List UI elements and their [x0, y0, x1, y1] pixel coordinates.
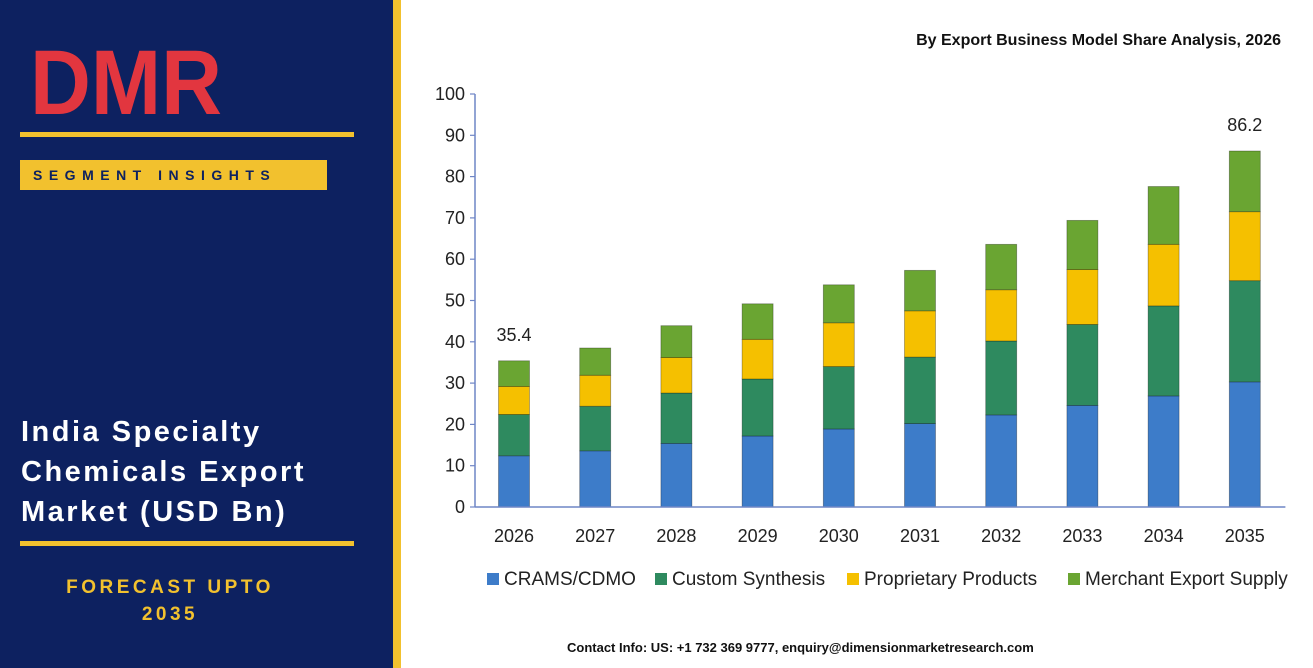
- bar-segment: [1228, 211, 1261, 282]
- bar-total-label: 35.4: [496, 325, 531, 345]
- x-tick-label: 2026: [494, 526, 534, 546]
- x-tick-label: 2027: [575, 526, 615, 546]
- y-tick-label: 30: [445, 373, 465, 393]
- chart-heading: By Export Business Model Share Analysis,…: [916, 32, 1281, 49]
- y-tick-label: 80: [445, 167, 465, 187]
- x-tick-label: 2032: [981, 526, 1021, 546]
- bar-segment: [985, 414, 1018, 508]
- y-tick-label: 70: [445, 208, 465, 228]
- market-title-line: India Specialty: [21, 416, 262, 448]
- bar-segment: [904, 423, 936, 508]
- bar-segment: [985, 289, 1018, 342]
- forecast-year: 2035: [141, 604, 199, 625]
- legend-label: Custom Synthesis: [672, 569, 825, 590]
- bar-segment: [1066, 219, 1099, 270]
- bar-segment: [741, 378, 774, 437]
- y-tick-label: 10: [445, 456, 465, 476]
- y-tick-label: 20: [445, 414, 465, 434]
- bar-segment: [498, 386, 530, 415]
- legend-swatch: [487, 573, 499, 585]
- legend-label: Merchant Export Supply: [1085, 569, 1288, 590]
- bar-segment: [741, 435, 774, 508]
- bar-segment: [1066, 269, 1099, 325]
- y-tick-label: 60: [445, 249, 465, 269]
- bar-segment: [904, 356, 936, 424]
- bar-segment: [579, 347, 612, 376]
- x-tick-label: 2034: [1144, 526, 1184, 546]
- bar-segment: [498, 455, 530, 508]
- bar-segment: [1066, 324, 1099, 406]
- bar-segment: [741, 303, 774, 340]
- x-tick-label: 2030: [819, 526, 859, 546]
- legend-swatch: [1068, 573, 1080, 585]
- x-tick-label: 2028: [656, 526, 696, 546]
- bar-segment: [660, 325, 693, 358]
- bar-segment: [822, 284, 855, 324]
- bar-segment: [904, 310, 936, 358]
- segment-insights-badge: SEGMENT INSIGHTS: [20, 160, 327, 190]
- dmr-logo-text: DMR: [30, 38, 222, 120]
- bar-segment: [1147, 395, 1180, 508]
- bar-segment: [1066, 405, 1099, 508]
- x-tick-label: 2029: [738, 526, 778, 546]
- legend-swatch: [655, 573, 667, 585]
- market-title: India Specialty Chemicals Export Market …: [21, 412, 371, 532]
- market-title-line: Chemicals Export: [21, 456, 306, 488]
- bar-segment: [741, 338, 774, 380]
- bar-segment: [1228, 280, 1261, 383]
- contact-info: Contact Info: US: +1 732 369 9777, enqui…: [567, 640, 1034, 655]
- x-tick-label: 2033: [1062, 526, 1102, 546]
- y-tick-label: 100: [435, 84, 465, 104]
- legend-swatch: [847, 573, 859, 585]
- bar-segment: [660, 392, 693, 444]
- logo-underline: [20, 132, 354, 137]
- bar-segment: [1147, 243, 1180, 307]
- x-tick-label: 2035: [1225, 526, 1265, 546]
- bar-segment: [822, 322, 855, 367]
- y-tick-label: 90: [445, 125, 465, 145]
- x-tick-label: 2031: [900, 526, 940, 546]
- bar-segment: [822, 366, 855, 430]
- market-title-line: Market (USD Bn): [21, 496, 288, 528]
- bar-segment: [822, 428, 855, 508]
- left-panel: DMR SEGMENT INSIGHTS India Specialty Che…: [0, 0, 393, 668]
- bar-segment: [498, 414, 530, 457]
- bar-total-label: 86.2: [1227, 115, 1262, 135]
- legend-label: CRAMS/CDMO: [504, 569, 636, 590]
- bar-segment: [985, 243, 1018, 291]
- bar-segment: [660, 357, 693, 394]
- panel-divider: [393, 0, 401, 668]
- bar-segment: [1228, 150, 1261, 213]
- bar-segment: [985, 340, 1018, 416]
- forecast-label: FORECAST UPTO 2035: [20, 574, 320, 628]
- bar-segment: [498, 360, 530, 387]
- y-tick-label: 40: [445, 332, 465, 352]
- y-tick-label: 0: [455, 497, 465, 517]
- bar-segment: [1228, 381, 1261, 508]
- bar-segment: [904, 269, 936, 312]
- title-underline: [20, 541, 354, 546]
- forecast-line: FORECAST UPTO: [66, 577, 274, 598]
- bar-segment: [579, 374, 612, 407]
- bar-segment: [660, 442, 693, 508]
- bar-segment: [579, 450, 612, 508]
- bar-segment: [579, 405, 612, 452]
- legend-label: Proprietary Products: [864, 569, 1037, 590]
- dmr-logo: DMR: [30, 38, 222, 120]
- y-tick-label: 50: [445, 291, 465, 311]
- bar-segment: [1147, 305, 1180, 397]
- bar-segment: [1147, 186, 1180, 245]
